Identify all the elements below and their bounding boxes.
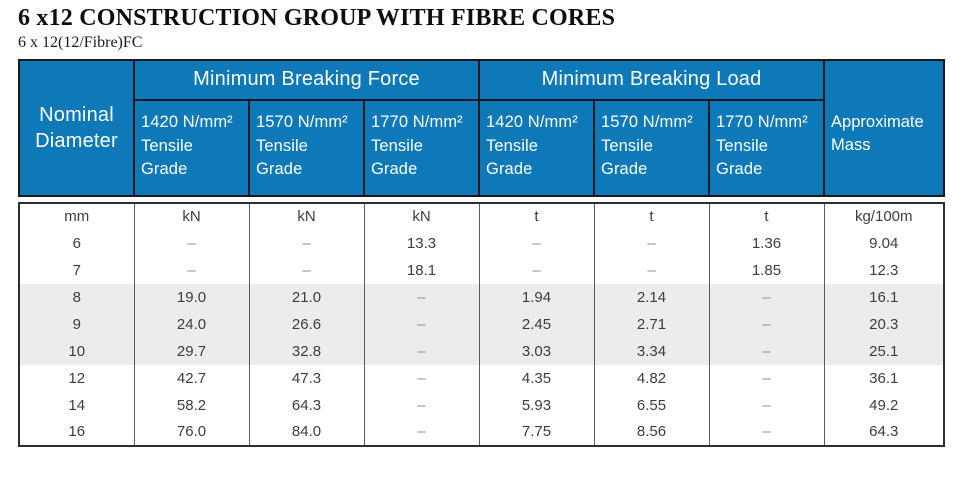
table-cell: 3.03	[478, 337, 595, 365]
table-cell: 26.6	[248, 310, 365, 338]
table-cell: –	[363, 310, 480, 338]
table-cell: 64.3	[248, 391, 365, 419]
table-cell: 8.56	[593, 418, 710, 446]
table-cell: 7.75	[478, 418, 595, 446]
table-cell: 24.0	[133, 310, 250, 338]
table-cell: 64.3	[823, 418, 945, 446]
table-cell: 9.04	[823, 229, 945, 257]
header-minimum-breaking-load: Minimum Breaking Load	[478, 58, 826, 101]
table-cell: kg/100m	[823, 202, 945, 230]
table-cell: 16	[18, 418, 135, 446]
table-cell: 4.35	[478, 364, 595, 392]
table-row: 8 19.0 21.0–1.94 2.14–16.1	[18, 283, 945, 311]
table-cell: t	[708, 202, 825, 230]
table-cell: 7	[18, 256, 135, 284]
table-cell: 16.1	[823, 283, 945, 311]
header-load-tensile-1420: 1420 N/mm² Tensile Grade	[478, 98, 596, 197]
header-force-tensile-1770: 1770 N/mm² Tensile Grade	[362, 98, 481, 197]
table-row: 9 24.0 26.6–2.45 2.71–20.3	[18, 310, 945, 338]
table-cell: 20.3	[823, 310, 945, 338]
table-cell: 2.45	[478, 310, 595, 338]
table-cell: 3.34	[593, 337, 710, 365]
table-cell: –	[708, 391, 825, 419]
table-cell: 84.0	[248, 418, 365, 446]
table-cell: 18.1	[363, 256, 480, 284]
table-cell: –	[363, 283, 480, 311]
table-row: 16 76.0 84.0–7.75 8.56–64.3	[18, 418, 945, 446]
table-cell: 1.36	[708, 229, 825, 257]
table-cell: –	[363, 418, 480, 446]
table-cell: 2.14	[593, 283, 710, 311]
table-cell: 12	[18, 364, 135, 392]
page-title: 6 x12 CONSTRUCTION GROUP WITH FIBRE CORE…	[18, 5, 616, 31]
table-cell: 13.3	[363, 229, 480, 257]
table-cell: –	[478, 256, 595, 284]
spec-table-body: mm kN kN kN t t t kg/100m 6– –13.3– –1.36 9.04 7– –18…	[18, 201, 945, 447]
table-cell: –	[708, 310, 825, 338]
table-row: mm kN kN kN t t t kg/100m	[18, 202, 945, 230]
table-cell: –	[133, 256, 250, 284]
table-cell: 21.0	[248, 283, 365, 311]
table-cell: kN	[133, 202, 250, 230]
table-row: 7– –18.1– –1.85 12.3	[18, 256, 945, 284]
table-cell: 2.71	[593, 310, 710, 338]
table-cell: –	[708, 337, 825, 365]
table-row: 10 29.7 32.8–3.03 3.34–25.1	[18, 337, 945, 365]
table-cell: 1.85	[708, 256, 825, 284]
table-cell: 9	[18, 310, 135, 338]
table-cell: –	[363, 364, 480, 392]
table-cell: 19.0	[133, 283, 250, 311]
table-cell: –	[708, 283, 825, 311]
table-cell: 42.7	[133, 364, 250, 392]
table-row: 6– –13.3– –1.36 9.04	[18, 229, 945, 257]
header-load-tensile-1570: 1570 N/mm² Tensile Grade	[593, 98, 711, 197]
table-cell: –	[248, 229, 365, 257]
table-cell: 8	[18, 283, 135, 311]
table-cell: 1.94	[478, 283, 595, 311]
table-row: 12 42.7 47.3–4.35 4.82–36.1	[18, 364, 945, 392]
table-cell: 58.2	[133, 391, 250, 419]
table-cell: t	[593, 202, 710, 230]
table-row: 14 58.2 64.3–5.93 6.55–49.2	[18, 391, 945, 419]
table-cell: 47.3	[248, 364, 365, 392]
table-cell: –	[478, 229, 595, 257]
table-cell: 29.7	[133, 337, 250, 365]
table-cell: –	[593, 229, 710, 257]
header-minimum-breaking-force: Minimum Breaking Force	[132, 58, 481, 101]
table-cell: kN	[363, 202, 480, 230]
table-cell: 36.1	[823, 364, 945, 392]
page-subtitle: 6 x 12(12/Fibre)FC	[18, 33, 143, 51]
table-cell: mm	[18, 202, 135, 230]
table-cell: 4.82	[593, 364, 710, 392]
table-cell: –	[363, 337, 480, 365]
table-cell: 32.8	[248, 337, 365, 365]
table-cell: –	[708, 418, 825, 446]
header-approximate-mass: Approximate Mass	[823, 58, 946, 197]
table-cell: 10	[18, 337, 135, 365]
header-force-tensile-1570: 1570 N/mm² Tensile Grade	[248, 98, 365, 197]
table-cell: 76.0	[133, 418, 250, 446]
table-cell: 12.3	[823, 256, 945, 284]
table-cell: 25.1	[823, 337, 945, 365]
table-cell: 6.55	[593, 391, 710, 419]
table-cell: 5.93	[478, 391, 595, 419]
table-cell: 6	[18, 229, 135, 257]
table-cell: 49.2	[823, 391, 945, 419]
table-cell: kN	[248, 202, 365, 230]
spec-table-header: Nominal Diameter Minimum Breaking Force …	[18, 58, 946, 197]
table-cell: –	[708, 364, 825, 392]
table-cell: t	[478, 202, 595, 230]
table-cell: –	[248, 256, 365, 284]
header-force-tensile-1420: 1420 N/mm² Tensile Grade	[133, 98, 250, 197]
table-cell: 14	[18, 391, 135, 419]
header-nominal-diameter: Nominal Diameter	[18, 58, 135, 197]
table-cell: –	[593, 256, 710, 284]
header-load-tensile-1770: 1770 N/mm² Tensile Grade	[708, 98, 826, 197]
table-cell: –	[363, 391, 480, 419]
table-cell: –	[133, 229, 250, 257]
